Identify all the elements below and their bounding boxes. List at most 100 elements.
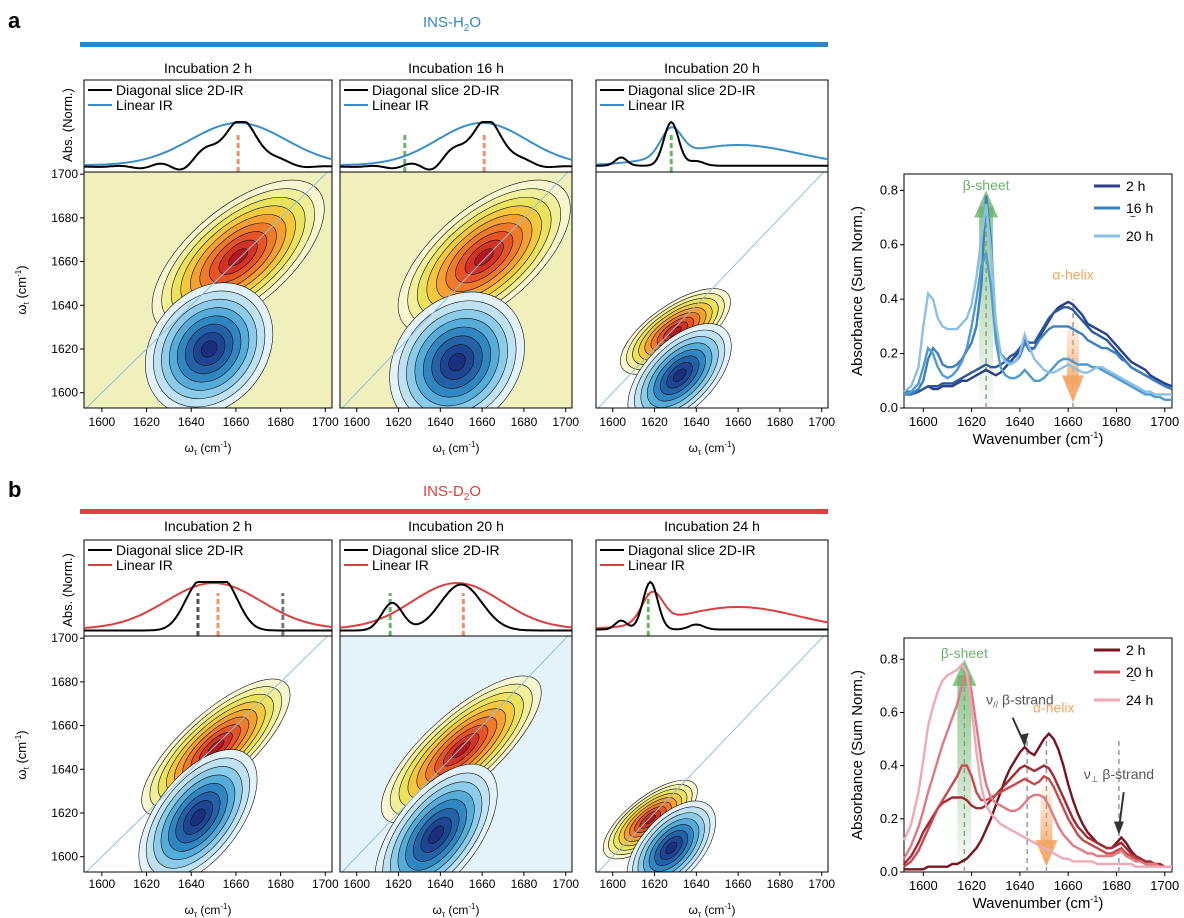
map-xtick-label-1700: 1700: [808, 877, 835, 891]
a1-xlabel-close: ): [228, 441, 232, 455]
series-line-3: [903, 764, 1172, 868]
map-xtick-label-1700: 1700: [808, 415, 835, 429]
contour-map-4: 1600 1620 1640 1660 1680 1700 1700 1680 1660 1640…: [51, 631, 339, 891]
diagonal-slice-curve: [596, 120, 828, 167]
spectra-xlabel-main: Wavenumber (cm: [973, 895, 1091, 912]
series-line-4: [902, 668, 1172, 868]
map-xtick-label-1660: 1660: [469, 415, 496, 429]
b2-xlabel-sup: -1: [468, 902, 476, 911]
b1-xlabel-sup: -1: [220, 902, 228, 911]
map-diagonal: [597, 636, 825, 872]
map-ytick-label-1600: 1600: [51, 850, 78, 864]
b2-title: Incubation 20 h: [408, 518, 504, 534]
contour-map-3: 1600 1620 1640 1660 1680 1700: [595, 171, 835, 429]
b2-xlabel-sub: τ: [442, 910, 446, 918]
spectra-ytick-label-0.4: 0.4: [880, 291, 898, 306]
spectra-xtick-label-1600: 1600: [909, 878, 938, 893]
a2-xlabel: ωτ (cm-1): [433, 440, 480, 457]
alpha-helix-arrow-shaft: [1067, 318, 1080, 384]
alpha-helix-arrow-head: [1062, 375, 1085, 403]
warm-contour-9: [228, 248, 249, 267]
a2-xlabel-sub: τ: [442, 448, 446, 457]
panel-a-header-sub: 2: [464, 23, 470, 34]
panel-b-header: INS-D2O: [423, 483, 481, 503]
map-xtick-label-1600: 1600: [343, 877, 370, 891]
spectra-ytick-label-0.6: 0.6: [880, 704, 898, 719]
map-ytick-label-1700: 1700: [51, 631, 78, 645]
spectra-ytick-label-0.8: 0.8: [880, 651, 898, 666]
series-line-1: [904, 300, 1173, 396]
a2-title: Incubation 16 h: [408, 60, 504, 76]
map-frame: [83, 171, 333, 409]
spectra-xlabel: Wavenumber (cm-1): [973, 430, 1104, 448]
annotation-tail: β-strand: [998, 691, 1054, 707]
spectra-xtick-label-1640: 1640: [1005, 414, 1034, 429]
spectra-chart-a: 1600 1620 1640 1660 1680 1700 0.0 0.2 0.4 0.6 0.8 W…: [849, 173, 1179, 448]
spectra-legend: 2 h 20 h 24 h ~: [1094, 642, 1153, 708]
panel-a-letter: a: [8, 8, 21, 33]
spectra-xtick-label-1680: 1680: [1102, 878, 1131, 893]
cold-contour-8: [190, 808, 206, 827]
annotation-2: α-helix: [1033, 699, 1075, 715]
legend-label-2: 20 h: [1126, 664, 1153, 680]
map-diagonal: [85, 636, 328, 872]
slice-frame: [595, 79, 829, 173]
pointer-arrowhead-parallel: [1019, 733, 1029, 748]
panel-b-header-bar: [80, 509, 828, 514]
spectra-xtick-label-1600: 1600: [909, 414, 938, 429]
spectra-xtick-label-1620: 1620: [957, 414, 986, 429]
map-xtick-label-1600: 1600: [89, 415, 116, 429]
spectra-ytick-label-0.6: 0.6: [880, 237, 898, 252]
spectra-frame: [903, 637, 1173, 873]
b-map-ylabel: ωt (cm-1): [14, 730, 31, 779]
series-line-2: [903, 764, 1172, 868]
a2-xlabel-sup: -1: [468, 440, 476, 449]
map-contours: [597, 636, 825, 872]
map-xtick-label-1620: 1620: [133, 877, 160, 891]
b1-xlabel-sub: τ: [194, 910, 198, 918]
pointer-arrowhead-perp: [1113, 821, 1124, 835]
a-map-ylabel-main: ω: [14, 304, 29, 314]
map-xtick-label-1640: 1640: [427, 415, 454, 429]
map-xtick-label-1680: 1680: [511, 877, 538, 891]
legend-diagonal-label: Diagonal slice 2D-IR: [116, 82, 244, 98]
series-line-3: [904, 195, 1173, 396]
annotation-3: ν// β-strand: [986, 691, 1054, 709]
spectra-xlabel-close: ): [1098, 431, 1103, 448]
series-line-5: [903, 203, 1172, 396]
panel-b-header-main: INS-D: [423, 483, 464, 500]
legend-linear-label: Linear IR: [372, 97, 429, 113]
annotation-sub: ⊥: [1091, 774, 1099, 784]
map-xtick-label-1700: 1700: [552, 877, 579, 891]
spectra-xtick-label-1660: 1660: [1054, 414, 1083, 429]
b3-xlabel-main: ω: [689, 903, 698, 917]
map-xtick-label-1640: 1640: [683, 877, 710, 891]
map-xlabels: ωτ (cm-1) ωτ (cm-1) ωτ (cm-1) ωτ (cm-1) …: [185, 440, 736, 918]
legend-diagonal-label: Diagonal slice 2D-IR: [372, 82, 500, 98]
spectra-xtick-label-1700: 1700: [1150, 878, 1179, 893]
panel-a-header: INS-H2O: [423, 14, 481, 34]
legend-diagonal-label: Diagonal slice 2D-IR: [372, 542, 500, 558]
map-ytick-label-1620: 1620: [51, 342, 78, 356]
legend-label-3: 20 h: [1126, 228, 1153, 244]
map-frame: [595, 635, 829, 873]
series-line-1: [904, 731, 1172, 871]
panel-b-header-tail: O: [469, 483, 481, 500]
map-xtick-label-1680: 1680: [767, 877, 794, 891]
annotation-2: α-helix: [1052, 267, 1094, 283]
b1-xlabel: ωτ (cm-1): [185, 902, 232, 918]
a-map-ylabel: ωt (cm-1): [14, 265, 31, 314]
cold-contour-8: [665, 841, 678, 855]
b-map-ylabel-sub: t: [22, 766, 31, 769]
b3-xlabel-sup: -1: [724, 902, 732, 911]
annotation-1: β-sheet: [941, 645, 988, 661]
b1-title: Incubation 2 h: [164, 518, 252, 534]
b3-xlabel-close: ): [732, 903, 736, 917]
annotation-tail: β-strand: [1099, 766, 1155, 782]
a3-xlabel-main: ω: [689, 441, 698, 455]
linear-ir-curve: [595, 126, 829, 166]
